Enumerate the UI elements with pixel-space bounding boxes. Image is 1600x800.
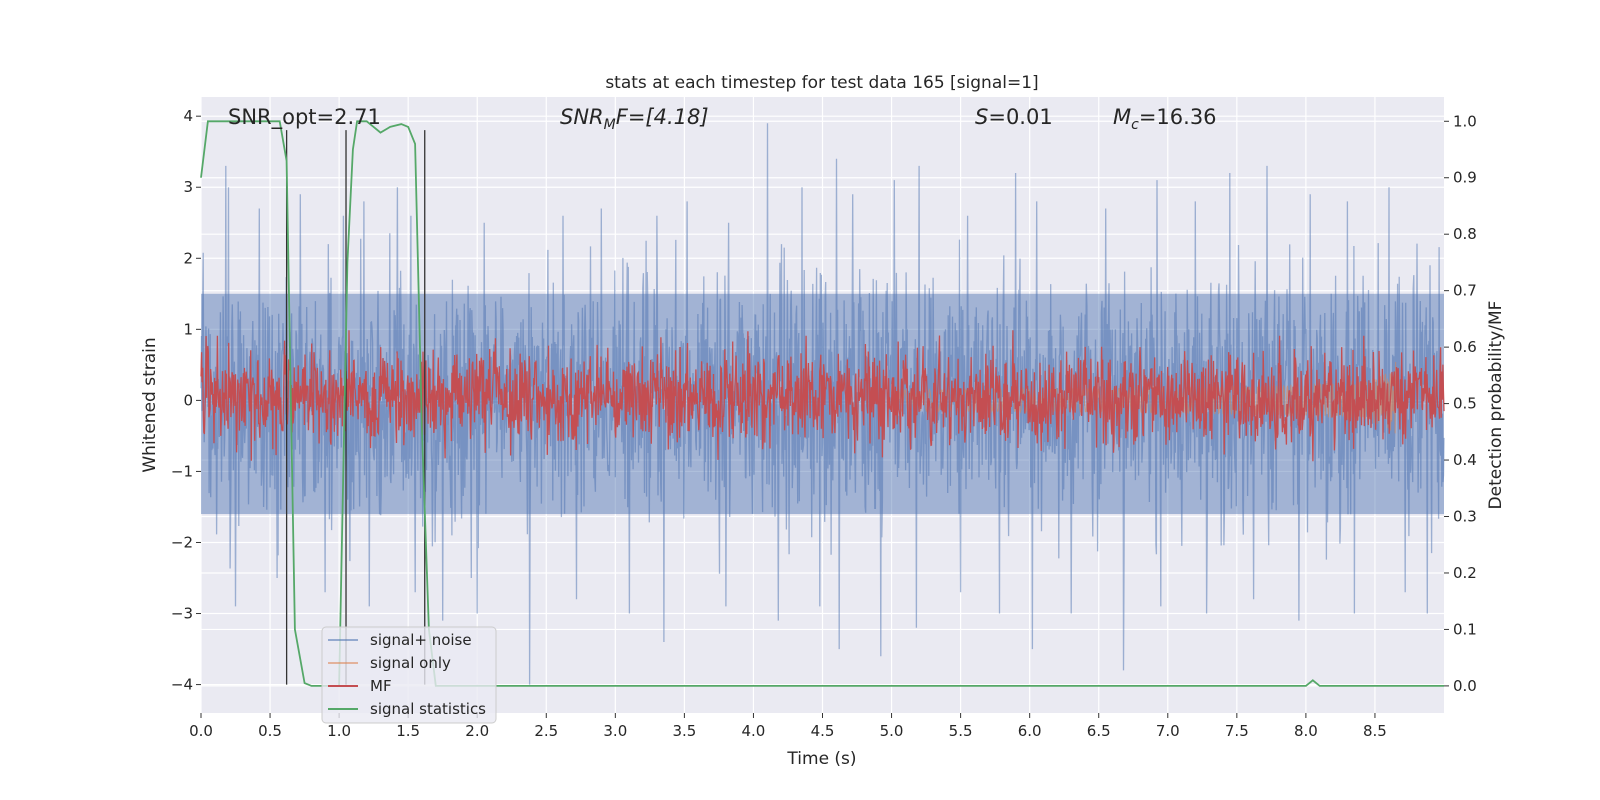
annotation-mc-value: =16.36	[1139, 105, 1217, 129]
y-tick-label: 4	[183, 107, 193, 125]
x-tick-label: 6.0	[1018, 722, 1042, 740]
x-tick-label: 3.0	[603, 722, 627, 740]
y-right-tick-label: 0.9	[1453, 169, 1477, 187]
x-tick-label: 6.5	[1087, 722, 1111, 740]
x-tick-label: 2.0	[465, 722, 489, 740]
x-tick-label: 1.0	[327, 722, 351, 740]
y-tick-label: −1	[171, 462, 193, 480]
x-tick-label: 3.5	[672, 722, 696, 740]
ticks: 0.0 0.5 1.0 1.5 2.0 2.5 3.0 3.5 4.0 4.5 5.0 5.5 6.0 6…	[171, 107, 1477, 740]
legend: signal+ noise signal only MF signal stat…	[321, 626, 497, 724]
y-tick-label: 1	[183, 320, 193, 338]
legend-label-signal-statistics: signal statistics	[370, 700, 486, 718]
y-right-tick-label: 0.2	[1453, 564, 1477, 582]
y-right-tick-label: 1.0	[1453, 112, 1477, 130]
y-right-tick-label: 0.3	[1453, 508, 1477, 526]
y-right-tick-label: 0.0	[1453, 677, 1477, 695]
y-axis-right-label: Detection probability/MF	[1486, 301, 1506, 510]
y-tick-label: 3	[183, 178, 193, 196]
series-layer	[200, 120, 1445, 687]
x-tick-label: 4.5	[811, 722, 835, 740]
y-right-tick-label: 0.8	[1453, 225, 1477, 243]
y-tick-label: 0	[183, 391, 193, 409]
annotation-s: S=0.01	[975, 105, 1053, 129]
series-signal-noise-line	[200, 123, 1445, 685]
y-right-tick-label: 0.6	[1453, 338, 1477, 356]
y-axis-label: Whitened strain	[140, 337, 160, 472]
y-right-tick-label: 0.4	[1453, 451, 1477, 469]
y-tick-label: 2	[183, 249, 193, 267]
annotation-snr-opt: SNR_opt=2.71	[228, 105, 381, 130]
legend-label-mf: MF	[370, 677, 392, 695]
annotation-snr-mf-sub: M	[604, 117, 616, 133]
y-right-tick-label: 0.7	[1453, 282, 1477, 300]
annotation-s-symbol: S	[975, 105, 988, 129]
x-tick-label: 5.0	[880, 722, 904, 740]
y-right-tick-label: 0.1	[1453, 620, 1477, 638]
y-tick-label: −3	[171, 605, 193, 623]
x-tick-label: 0.5	[258, 722, 282, 740]
series-mf-line	[200, 330, 1445, 462]
x-tick-label: 0.0	[189, 722, 213, 740]
annotation-mc-sub: c	[1131, 117, 1139, 133]
annotation-snr-mf: SNRMF=[4.18]	[560, 105, 709, 133]
x-tick-label: 5.5	[949, 722, 973, 740]
chart-title: stats at each timestep for test data 165…	[605, 73, 1038, 93]
legend-box	[321, 626, 497, 724]
annotation-mc-symbol: M	[1113, 105, 1131, 129]
annotation-snr-mf-main: SNR	[560, 105, 604, 129]
legend-label-signal-only: signal only	[370, 654, 451, 672]
x-tick-label: 2.5	[534, 722, 558, 740]
x-tick-label: 4.0	[742, 722, 766, 740]
x-tick-label: 7.5	[1225, 722, 1249, 740]
x-tick-label: 1.5	[396, 722, 420, 740]
y-right-tick-label: 0.5	[1453, 395, 1477, 413]
x-tick-label: 7.0	[1156, 722, 1180, 740]
x-tick-label: 8.0	[1294, 722, 1318, 740]
annotation-snr-mf-rest: F=[4.18]	[616, 105, 709, 129]
annotation-mc: Mc=16.36	[1113, 105, 1217, 133]
x-tick-label: 8.5	[1363, 722, 1387, 740]
y-tick-label: −2	[171, 533, 193, 551]
x-axis-label: Time (s)	[786, 749, 856, 769]
annotation-s-value: =0.01	[988, 105, 1052, 129]
legend-label-signal-noise: signal+ noise	[370, 631, 472, 649]
y-tick-label: −4	[171, 676, 193, 694]
